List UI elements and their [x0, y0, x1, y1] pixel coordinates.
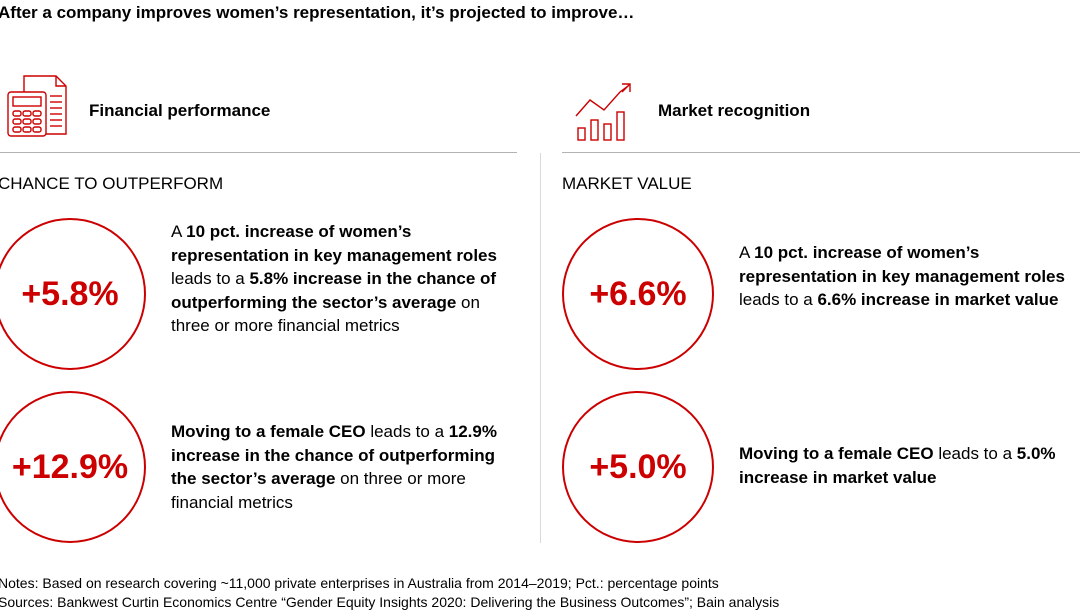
stat-description: A 10 pct. increase of women’s representa… [171, 220, 501, 338]
stat-circle: +5.8% [0, 218, 146, 370]
chance-to-outperform-label: CHANCE TO OUTPERFORM [0, 174, 224, 193]
stat-text-bold: 6.6% increase in market value [817, 290, 1059, 309]
stat-text-bold: 12.9% increase in the chance of outperfo… [171, 422, 497, 488]
financial-performance-heading: Financial performance [89, 101, 271, 120]
stat-text-regular: A [171, 222, 187, 241]
notes: Notes: Based on research covering ~11,00… [0, 575, 719, 591]
market-recognition-heading: Market recognition [658, 101, 811, 120]
stat-text-bold: 10 pct. increase of women’s representati… [739, 243, 1020, 286]
stat-value: +5.0% [589, 447, 687, 486]
stat-circle: +5.0% [562, 391, 714, 543]
stat-text-bold: 5.0% increase in market value [739, 444, 1056, 487]
column-divider [540, 153, 541, 543]
stat-text-regular: on three or more financial metrics [171, 292, 480, 336]
stat-description: Moving to a female CEO leads to a 5.0% i… [739, 442, 1069, 489]
stat-value: +5.8% [21, 274, 119, 313]
stat-text-bold: 5.8% increase in the chance of outperfor… [171, 269, 497, 312]
stat-text-regular: leads to a [933, 444, 1017, 463]
stat-text-regular: leads to a [739, 290, 818, 309]
stat-circle: +12.9% [0, 391, 146, 543]
calculator-document-icon [6, 72, 70, 140]
sources: Sources: Bankwest Curtin Economics Centr… [0, 594, 780, 610]
right-divider [562, 152, 1080, 153]
stat-text-bold: roles [1024, 266, 1065, 286]
bar-chart-trend-icon [572, 78, 638, 144]
stat-text-bold: 10 pct. increase of women’s representati… [171, 222, 497, 265]
stat-text-regular: on three or more financial metrics [171, 469, 466, 512]
stat-text-bold: Moving to a female CEO [739, 444, 934, 463]
stat-circle: +6.6% [562, 218, 714, 370]
stat-value: +12.9% [11, 447, 129, 486]
stat-text-bold: Moving to a female CEO [171, 422, 366, 441]
stat-value: +6.6% [589, 274, 687, 313]
stat-text-regular: leads to a [171, 269, 250, 288]
stat-description: A 10 pct. increase of women’s representa… [739, 241, 1069, 312]
stat-description: Moving to a female CEO leads to a 12.9% … [171, 420, 501, 514]
left-divider [0, 152, 517, 153]
page-title: After a company improves women’s represe… [0, 3, 635, 22]
stat-text-regular: A [739, 243, 755, 262]
market-value-label: MARKET VALUE [562, 174, 692, 193]
stat-text-regular: leads to a [365, 422, 449, 441]
